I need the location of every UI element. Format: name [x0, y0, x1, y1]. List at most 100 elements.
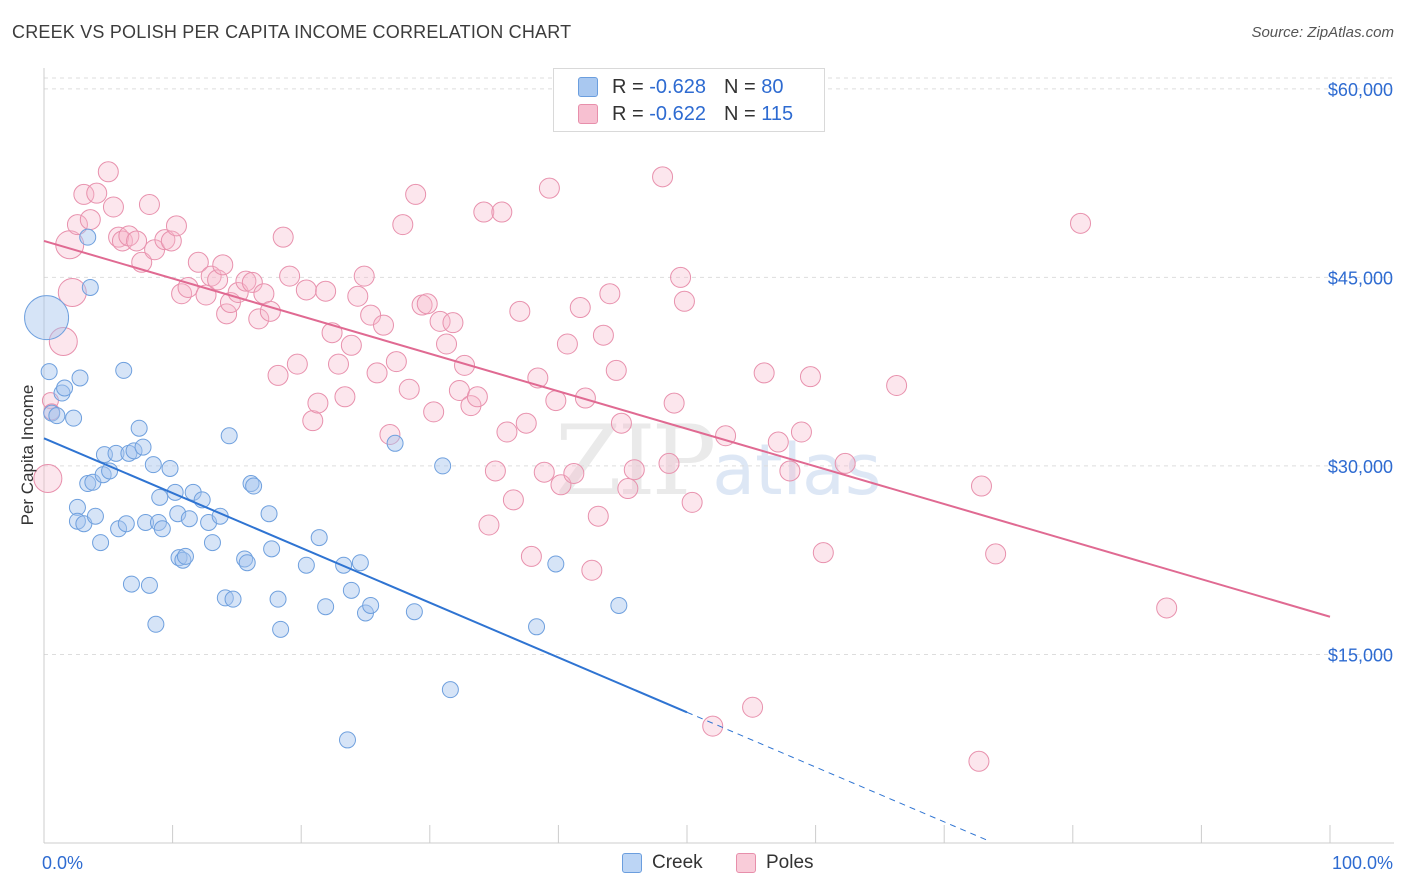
poles-point [385, 351, 407, 373]
poles-point [799, 366, 821, 388]
poles-point [610, 412, 632, 434]
poles-point [673, 290, 695, 312]
poles-point [126, 230, 148, 252]
poles-point [102, 196, 124, 218]
creek-point [147, 615, 165, 633]
poles-point [241, 271, 263, 293]
creek-points [24, 228, 628, 749]
poles-point [515, 412, 537, 434]
poles-point [663, 392, 685, 414]
y-tick-label: $45,000 [1328, 268, 1393, 288]
creek-point [81, 278, 99, 296]
poles-point [366, 362, 388, 384]
creek-point [56, 379, 74, 397]
legend-n-label: N = [723, 75, 756, 98]
poles-point [454, 354, 476, 376]
poles-point [968, 750, 990, 772]
poles-point [216, 303, 238, 325]
creek-point [151, 488, 169, 506]
series-label-poles: Poles [766, 852, 814, 873]
legend-r-label: R = [612, 102, 644, 125]
poles-point [373, 314, 395, 336]
poles-point [520, 545, 542, 567]
creek-point [405, 603, 423, 621]
series-legend-poles[interactable]: Poles [736, 852, 814, 874]
creek-point [86, 507, 104, 525]
poles-point [681, 491, 703, 513]
poles-point [279, 265, 301, 287]
poles-point [392, 214, 414, 236]
x-tick-label-max: 100.0% [1332, 853, 1393, 873]
poles-point [812, 542, 834, 564]
creek-point [68, 498, 86, 516]
creek-point [386, 434, 404, 452]
poles-point [460, 395, 482, 417]
creek-point [130, 419, 148, 437]
legend-n-value: 80 [761, 75, 784, 98]
creek-trend-line [43, 437, 688, 714]
creek-point [40, 363, 58, 381]
poles-point [652, 166, 674, 188]
poles-point [398, 378, 420, 400]
creek-point [245, 477, 263, 495]
poles-point [985, 543, 1007, 565]
creek-point [338, 731, 356, 749]
creek-point [180, 510, 198, 528]
poles-point [253, 283, 275, 305]
poles-point [617, 478, 639, 500]
creek-point [362, 596, 380, 614]
creek-point [79, 228, 97, 246]
poles-point [509, 300, 531, 322]
poles-point [138, 193, 160, 215]
poles-point [33, 463, 63, 493]
y-tick-label: $15,000 [1328, 645, 1393, 665]
poles-point [605, 359, 627, 381]
poles-point [66, 214, 88, 236]
poles-point [79, 209, 101, 231]
y-tick-label: $60,000 [1328, 80, 1393, 100]
creek-point [434, 457, 452, 475]
poles-point [592, 324, 614, 346]
y-axis-label: Per Capita Income [18, 384, 37, 526]
series-legend: Creek Poles [0, 852, 1406, 878]
poles-point [767, 431, 789, 453]
poles-point [670, 266, 692, 288]
series-swatch-creek [622, 853, 642, 873]
creek-point [441, 681, 459, 699]
legend-n-value: 115 [761, 102, 794, 125]
poles-point [405, 183, 427, 205]
creek-point [153, 520, 171, 538]
poles-point [790, 421, 812, 443]
creek-point [115, 361, 133, 379]
poles-point [187, 251, 209, 273]
creek-point [610, 596, 628, 614]
creek-point [117, 515, 135, 533]
creek-point [24, 295, 70, 341]
source-label: Source: ZipAtlas.com [1251, 24, 1394, 41]
poles-points [33, 161, 1178, 772]
creek-point [351, 554, 369, 572]
poles-point [235, 270, 257, 292]
poles-point [436, 333, 458, 355]
poles-point [97, 161, 119, 183]
poles-point [886, 374, 908, 396]
series-legend-creek[interactable]: Creek [622, 852, 703, 874]
series-label-creek: Creek [652, 852, 703, 873]
poles-point [327, 353, 349, 375]
poles-point [538, 177, 560, 199]
poles-point [286, 353, 308, 375]
poles-point [154, 229, 176, 251]
creek-point [134, 438, 152, 456]
creek-point [161, 459, 179, 477]
creek-point [260, 505, 278, 523]
poles-point [200, 265, 222, 287]
poles-point [423, 401, 445, 423]
series-swatch-poles [736, 853, 756, 873]
poles-point [753, 362, 775, 384]
legend-swatch-poles [578, 104, 598, 124]
creek-point [263, 540, 281, 558]
trend-lines [43, 239, 1331, 842]
axis-layer [43, 68, 1394, 844]
poles-point [970, 475, 992, 497]
poles-point [86, 182, 108, 204]
